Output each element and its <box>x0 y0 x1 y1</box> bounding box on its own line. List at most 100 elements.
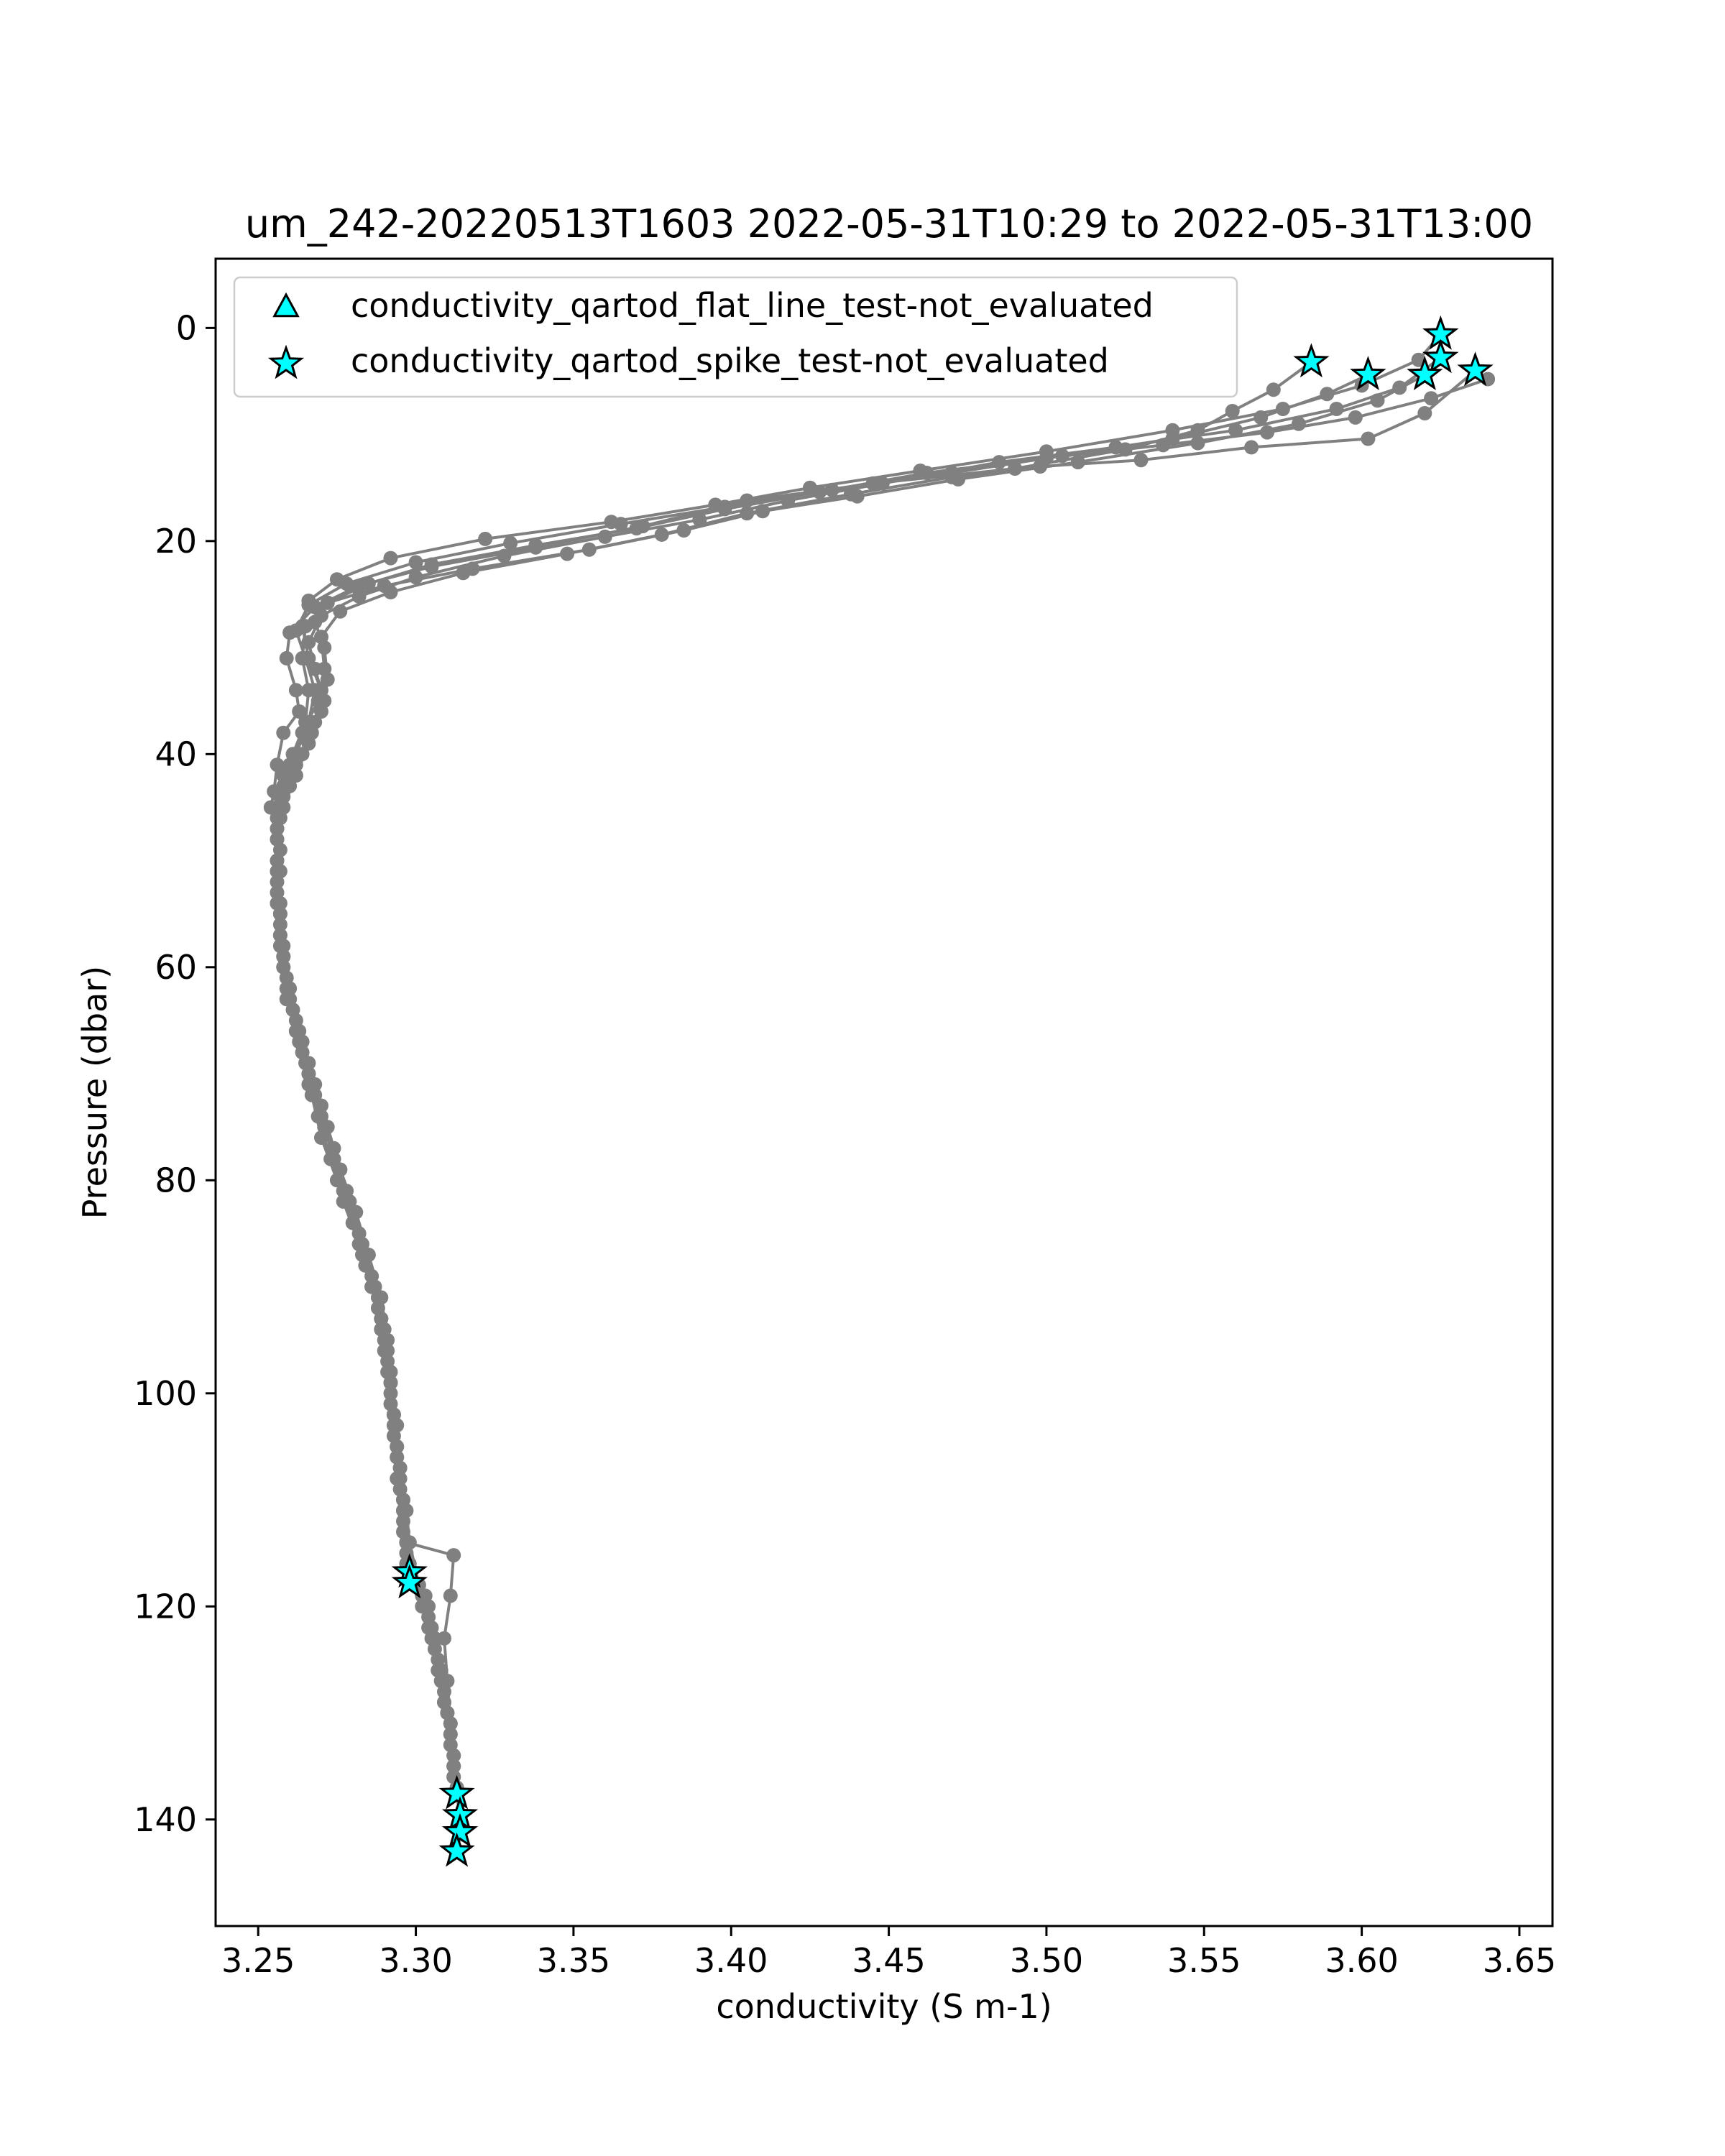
profile-point <box>329 572 344 587</box>
profile-point <box>1424 391 1439 406</box>
profile-point <box>383 585 398 599</box>
profile-point <box>944 469 960 484</box>
x-axis-label: conductivity (S m-1) <box>716 1987 1052 2026</box>
profile-point <box>276 778 291 793</box>
profile-point <box>301 593 316 608</box>
profile-point <box>478 531 493 546</box>
profile-point <box>408 555 423 570</box>
profile-point <box>1348 410 1363 425</box>
profile-point <box>276 725 291 740</box>
profile-point <box>1165 423 1180 438</box>
profile-point <box>1417 406 1432 420</box>
profile-point <box>1266 382 1281 397</box>
profile-point <box>301 683 316 698</box>
profile-line <box>275 369 1476 1756</box>
y-axis-label: Pressure (dbar) <box>75 966 114 1219</box>
y-tick-label: 40 <box>155 734 197 773</box>
profile-point <box>654 527 669 542</box>
profile-point <box>285 747 300 762</box>
profile-point <box>351 589 367 604</box>
spike-flag-marker <box>1407 356 1443 391</box>
profile-point <box>326 1151 341 1166</box>
profile-point <box>314 630 328 645</box>
profile-point <box>361 576 376 591</box>
profile-point <box>528 538 543 553</box>
profile-point <box>298 714 313 729</box>
profile-point <box>629 521 644 536</box>
profile-point <box>390 1450 405 1465</box>
legend-triangle-marker <box>272 292 300 318</box>
plot-frame <box>214 257 1554 1927</box>
y-tick-label: 60 <box>155 948 197 987</box>
profile-point <box>282 981 298 996</box>
profile-point <box>443 1738 458 1752</box>
spike-flag-marker <box>1422 338 1459 374</box>
y-tick-label: 0 <box>176 308 197 347</box>
profile-point <box>288 683 303 698</box>
legend-label-spike: conductivity_qartod_spike_test-not_evalu… <box>351 341 1109 380</box>
profile-point <box>272 895 288 911</box>
profile-point <box>295 650 310 665</box>
profile-line <box>275 356 1442 1756</box>
profile-point <box>383 550 398 566</box>
profile-point <box>1039 451 1054 466</box>
flagged-points <box>391 315 1494 1867</box>
profile-point <box>919 466 934 480</box>
profile-point <box>276 939 291 954</box>
profile-series-2 <box>270 367 1432 1784</box>
profile-point <box>604 515 619 530</box>
profile-point <box>298 619 313 634</box>
profile-point <box>279 650 294 665</box>
profile-point <box>843 487 858 502</box>
legend: conductivity_qartod_flat_line_test-not_e… <box>233 276 1238 398</box>
profile-point <box>1156 438 1171 453</box>
profile-point <box>437 1631 451 1646</box>
profile-point <box>1228 423 1243 438</box>
profile-point <box>301 1067 316 1082</box>
legend-label-flat-line: conductivity_qartod_flat_line_test-not_e… <box>351 286 1154 325</box>
profile-point <box>1225 404 1240 418</box>
x-tick-label: 3.50 <box>1010 1941 1083 1980</box>
spike-flag-marker <box>1457 351 1494 387</box>
x-tick-label: 3.55 <box>1167 1941 1241 1980</box>
profile-point <box>437 1695 451 1710</box>
x-tick-label: 3.45 <box>852 1941 925 1980</box>
profile-point <box>383 1365 398 1380</box>
profile-point <box>560 546 575 561</box>
profile-point <box>431 1663 446 1678</box>
x-tick-label: 3.60 <box>1325 1941 1398 1980</box>
x-tick-label: 3.35 <box>537 1941 610 1980</box>
profile-point <box>270 811 285 826</box>
profile-point <box>342 1194 357 1209</box>
profile-point <box>1108 440 1123 455</box>
profile-series-3 <box>270 327 1448 1774</box>
profile-point <box>740 506 755 521</box>
y-tick-label: 100 <box>134 1374 197 1413</box>
y-tick-label: 80 <box>155 1161 197 1199</box>
profile-point <box>1190 436 1205 451</box>
y-tick-label: 20 <box>155 522 197 561</box>
profile-point <box>1070 455 1085 470</box>
profile-line <box>275 373 1369 1788</box>
profile-point <box>812 484 827 499</box>
profile-point <box>333 604 348 619</box>
profile-point <box>270 853 285 868</box>
y-axis: 0 20 40 60 80 100 120 140 <box>134 308 216 1839</box>
profile-point <box>399 1535 414 1550</box>
profile-point <box>443 1588 458 1603</box>
profile-point <box>1244 440 1259 455</box>
profile-point <box>396 1493 410 1507</box>
profile-point <box>1392 380 1407 395</box>
x-tick-label: 3.25 <box>221 1941 295 1980</box>
profile-point <box>456 566 471 581</box>
spike-flag-marker <box>391 1564 428 1599</box>
profile-point <box>386 1407 401 1422</box>
profile-point <box>314 1109 328 1124</box>
x-tick-label: 3.65 <box>1483 1941 1556 1980</box>
legend-box <box>233 276 1238 398</box>
profile-point <box>1260 425 1274 440</box>
profile-series-6 <box>270 372 1496 1784</box>
profile-point <box>408 570 423 585</box>
profile-point <box>1329 402 1344 416</box>
